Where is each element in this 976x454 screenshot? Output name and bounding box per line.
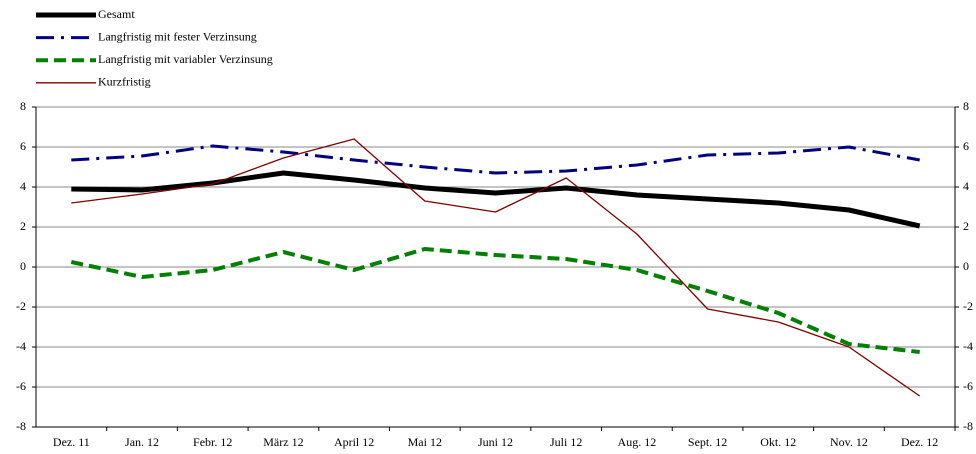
x-tick-label: Aug. 12: [618, 435, 657, 449]
series-line: [70, 247, 920, 354]
y-tick-label: -6: [16, 379, 26, 393]
x-tick-label: Okt. 12: [760, 435, 796, 449]
x-tick-label: Sept. 12: [688, 435, 727, 449]
legend-label: Gesamt: [98, 7, 135, 21]
series-line: [71, 144, 920, 175]
y-tick-label: 2: [20, 219, 26, 233]
y2-tick-label: -8: [963, 419, 973, 433]
y2-tick-label: 4: [963, 179, 969, 193]
x-tick-label: Juni 12: [478, 435, 513, 449]
y2-tick-label: 6: [963, 139, 969, 153]
y2-tick-label: 2: [963, 219, 969, 233]
y-tick-label: 6: [20, 139, 26, 153]
x-tick-label: Dez. 12: [901, 435, 938, 449]
y-tick-label: 0: [20, 259, 26, 273]
legend-label: Langfristig mit fester Verzinsung: [98, 29, 257, 43]
x-tick-label: Nov. 12: [830, 435, 868, 449]
x-tick-label: Juli 12: [550, 435, 582, 449]
x-tick-label: April 12: [334, 435, 374, 449]
x-tick-label: März 12: [263, 435, 303, 449]
x-tick-label: Jan. 12: [125, 435, 159, 449]
y-tick-label: 4: [20, 179, 26, 193]
y-tick-label: -4: [16, 339, 26, 353]
y-tick-label: -2: [16, 299, 26, 313]
x-tick-label: Dez. 11: [53, 435, 90, 449]
y2-tick-label: -6: [963, 379, 973, 393]
y2-tick-label: 8: [963, 99, 969, 113]
series-line: [71, 170, 921, 229]
y-tick-label: -8: [16, 419, 26, 433]
legend-label: Kurzfristig: [98, 75, 151, 89]
x-tick-label: Mai 12: [408, 435, 442, 449]
y2-tick-label: -2: [963, 299, 973, 313]
series-line: [71, 138, 921, 397]
legend-label: Langfristig mit variabler Verzinsung: [98, 52, 273, 66]
x-tick-label: Febr. 12: [193, 435, 232, 449]
y2-tick-label: 0: [963, 259, 969, 273]
y-tick-label: 8: [20, 99, 26, 113]
y2-tick-label: -4: [963, 339, 973, 353]
